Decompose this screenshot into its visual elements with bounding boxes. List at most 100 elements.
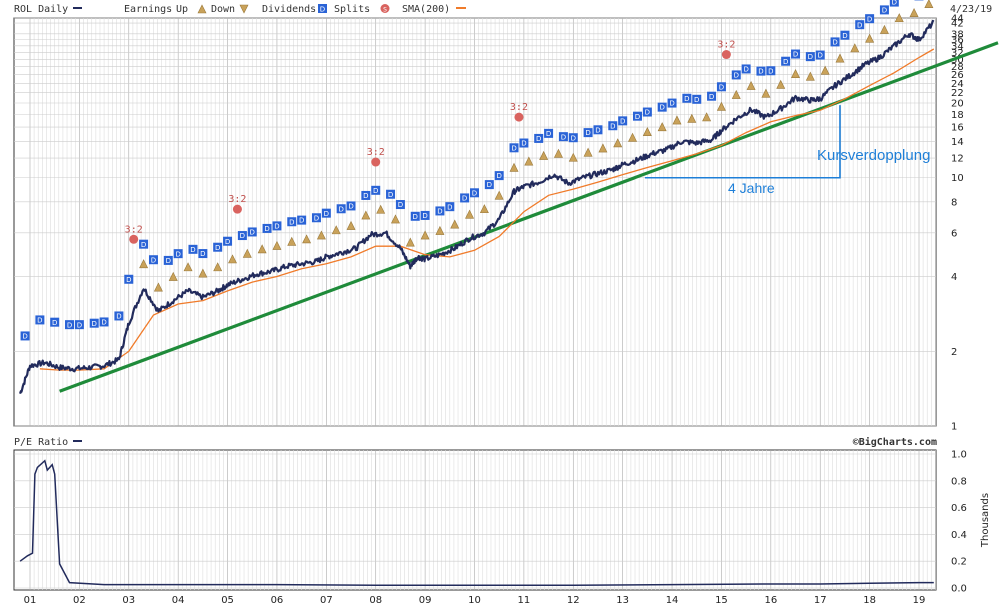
dividend-box bbox=[879, 5, 889, 15]
split-ratio-label: 3:2 bbox=[367, 147, 385, 158]
earnings-up-marker bbox=[272, 240, 282, 250]
dividend-marker: D bbox=[223, 236, 233, 246]
dividend-letter: D bbox=[832, 39, 837, 47]
x-tick-label: 18 bbox=[863, 595, 876, 606]
dividend-box bbox=[445, 202, 455, 212]
dividend-marker: D bbox=[346, 201, 356, 211]
split-marker: 3:2 bbox=[228, 194, 246, 214]
dividend-letter: D bbox=[200, 250, 205, 258]
dividend-marker: D bbox=[395, 200, 405, 209]
x-tick-label: 16 bbox=[764, 595, 777, 606]
earnings-up-marker bbox=[642, 127, 652, 136]
dividend-box bbox=[716, 82, 726, 92]
earnings-up-marker bbox=[598, 143, 608, 153]
dividend-box bbox=[791, 49, 801, 59]
dividend-marker: D bbox=[287, 217, 297, 226]
svg-text:S: S bbox=[383, 7, 387, 14]
dividend-box bbox=[805, 52, 815, 62]
dividend-marker: D bbox=[247, 227, 257, 237]
dividend-marker: D bbox=[460, 193, 470, 203]
dividend-letter: D bbox=[882, 6, 887, 14]
dividend-box bbox=[124, 274, 134, 284]
x-tick-label: 10 bbox=[468, 595, 481, 606]
y-tick-label: 26 bbox=[951, 70, 964, 81]
dividend-letter: D bbox=[151, 256, 156, 264]
dividend-box bbox=[65, 320, 75, 330]
svg-text:D: D bbox=[320, 6, 325, 14]
dividend-box bbox=[756, 66, 766, 76]
dividend-letter: D bbox=[67, 321, 72, 329]
y-tick-label: 44 bbox=[951, 14, 964, 25]
dividend-marker: D bbox=[534, 133, 544, 143]
dividend-letter: D bbox=[511, 144, 516, 152]
earnings-up-marker bbox=[865, 33, 875, 43]
dividend-marker: D bbox=[741, 64, 751, 74]
dividend-letter: D bbox=[818, 52, 823, 60]
years-label: 4 Jahre bbox=[728, 180, 775, 196]
pe-y-axis-title: Thousands bbox=[980, 493, 991, 548]
y-tick-label: 22 bbox=[951, 88, 964, 99]
y-tick-label: 8 bbox=[951, 197, 957, 208]
earnings-down-icon bbox=[239, 4, 249, 14]
dividend-letter: D bbox=[694, 96, 699, 104]
x-tick-label: 12 bbox=[567, 595, 580, 606]
pe-y-axis: 0.0 0.2 0.4 0.6 0.8 1.0 bbox=[951, 450, 967, 595]
dividend-box bbox=[74, 320, 84, 330]
dividend-marker: D bbox=[682, 93, 692, 103]
dividend-box bbox=[583, 128, 593, 138]
split-circle bbox=[371, 157, 381, 167]
chart-date: 4/23/19 bbox=[950, 4, 992, 15]
dividend-letter: D bbox=[659, 104, 664, 112]
dividend-marker: D bbox=[74, 320, 84, 330]
dividend-box bbox=[608, 121, 618, 131]
dividend-letter: D bbox=[793, 51, 798, 59]
pe-panel bbox=[13, 449, 937, 591]
dividend-box bbox=[346, 201, 356, 211]
pe-line bbox=[19, 459, 934, 587]
dividend-letter: D bbox=[669, 100, 674, 108]
earnings-up-marker bbox=[776, 79, 786, 89]
split-markers: 3:23:23:23:23:23:2 bbox=[125, 40, 735, 244]
earnings-up-marker bbox=[494, 190, 504, 200]
dividend-box bbox=[297, 215, 307, 225]
dividend-letter: D bbox=[398, 201, 403, 209]
dividend-marker: D bbox=[830, 37, 840, 47]
dividend-letter: D bbox=[116, 313, 121, 321]
earnings-up-marker bbox=[553, 148, 563, 158]
dividend-box bbox=[371, 185, 381, 195]
dividend-marker: D bbox=[50, 317, 60, 327]
y-tick-label: 6 bbox=[951, 228, 957, 239]
dividend-box bbox=[311, 213, 321, 223]
dividend-box bbox=[484, 180, 494, 190]
earnings-up-marker bbox=[850, 43, 860, 53]
x-tick-label: 17 bbox=[814, 595, 827, 606]
dividend-marker: D bbox=[361, 190, 371, 200]
dividend-marker: D bbox=[805, 52, 815, 62]
dividend-letter: D bbox=[546, 130, 551, 138]
x-tick-label: 11 bbox=[518, 595, 531, 606]
dividend-box bbox=[198, 249, 208, 259]
dividend-marker: D bbox=[163, 255, 173, 265]
earnings-up-marker bbox=[153, 282, 163, 292]
dividend-letter: D bbox=[289, 218, 294, 226]
earnings-up-marker bbox=[287, 236, 297, 246]
dividend-box bbox=[262, 223, 272, 233]
dividend-marker: D bbox=[731, 70, 741, 80]
split-marker: 3:2 bbox=[367, 147, 385, 167]
earnings-up-marker bbox=[420, 230, 430, 240]
y-tick-label: 0.0 bbox=[951, 584, 967, 595]
dividend-marker: D bbox=[371, 185, 381, 195]
earnings-up-marker bbox=[791, 69, 801, 78]
dividend-letter: D bbox=[734, 72, 739, 80]
dividend-marker: D bbox=[781, 56, 791, 66]
dividend-marker: D bbox=[336, 204, 346, 213]
dividend-box bbox=[435, 206, 445, 216]
earnings-up-marker bbox=[198, 268, 208, 278]
y-tick-label: 32 bbox=[951, 48, 964, 59]
dividend-box bbox=[20, 331, 30, 341]
dividend-marker: D bbox=[35, 315, 45, 325]
dividend-marker: D bbox=[99, 317, 109, 327]
x-tick-label: 03 bbox=[122, 595, 135, 606]
earnings-up-marker bbox=[316, 230, 326, 240]
